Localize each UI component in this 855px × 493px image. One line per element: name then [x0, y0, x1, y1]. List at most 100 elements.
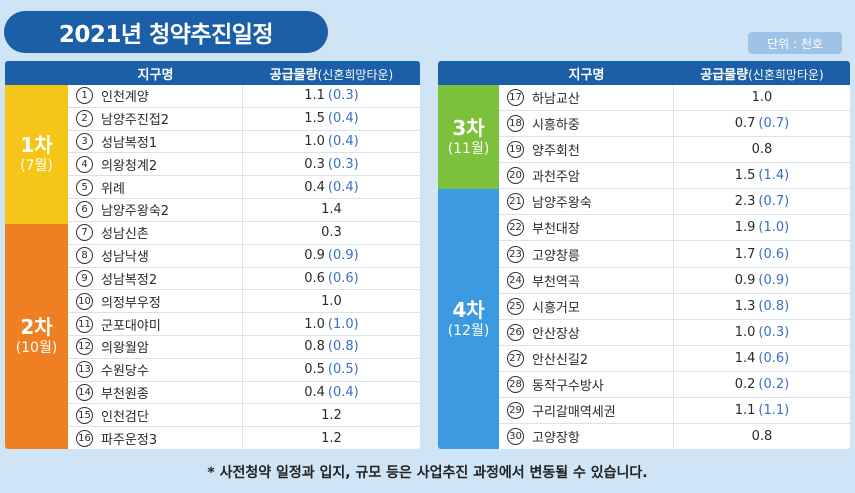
row-number: 13 [76, 361, 93, 379]
row-number: 3 [76, 133, 93, 151]
table-row: 2 남양주진접2 1.5 (0.4) [68, 107, 420, 131]
supply-value: 0.7 [734, 116, 756, 132]
group-3: 3차 (11월) [438, 85, 499, 189]
district-cell: 15 인천검단 [68, 404, 243, 427]
district-name: 양주회천 [532, 144, 580, 160]
supply-value: 1.0 [751, 90, 773, 106]
row-number: 8 [76, 247, 93, 265]
district-name: 의정부우정 [101, 295, 161, 311]
district-cell: 26 안산장상 [499, 319, 674, 345]
newlywed-value: (1.0) [758, 220, 790, 236]
header-district: 지구명 [137, 67, 174, 83]
supply-cell: 1.0 [243, 290, 420, 312]
table-row: 1 인천계양 1.1 (0.3) [68, 85, 420, 108]
district-name: 위례 [101, 181, 125, 197]
supply-cell: 1.0 [674, 85, 850, 110]
table-row: 13 수원당수 0.5 (0.5) [68, 358, 420, 382]
row-number: 29 [507, 401, 524, 419]
row-number: 25 [507, 297, 524, 315]
newlywed-value: (0.5) [327, 362, 359, 378]
district-cell: 27 안산신길2 [499, 345, 674, 371]
group-header-spacer [5, 61, 68, 85]
supply-value: 0.2 [734, 376, 756, 392]
supply-value: 1.5 [734, 168, 756, 184]
district-cell: 1 인천계양 [68, 85, 243, 107]
table-row: 6 남양주왕숙2 1.4 [68, 199, 420, 222]
newlywed-value: (1.1) [758, 402, 790, 418]
group-column: 1차 (7월) 2차 (10월) [5, 61, 68, 449]
district-name: 남양주진접2 [101, 113, 170, 129]
supply-value: 0.9 [304, 248, 325, 264]
district-name: 성남복정1 [101, 136, 158, 152]
row-number: 18 [507, 115, 524, 133]
district-name: 수원당수 [101, 364, 149, 380]
row-number: 17 [507, 89, 524, 107]
group-label: 2차 [20, 315, 53, 340]
row-number: 26 [507, 323, 524, 341]
district-name: 시흥거모 [532, 300, 580, 316]
district-cell: 2 남양주진접2 [68, 107, 243, 130]
district-cell: 29 구리갈매역세권 [499, 397, 674, 424]
newlywed-value: (0.7) [758, 116, 790, 132]
district-cell: 14 부천원종 [68, 381, 243, 404]
newlywed-value: (0.3) [327, 156, 359, 172]
district-name: 부천역곡 [532, 274, 580, 290]
table-row: 3 성남복정1 1.0 (0.4) [68, 130, 420, 154]
table-row: 25 시흥거모 1.3 (0.8) [499, 293, 850, 320]
supply-value: 1.7 [734, 246, 756, 262]
supply-cell: 0.3 [243, 222, 420, 244]
group-month: (12월) [447, 322, 490, 339]
supply-cell: 1.0 (0.4) [243, 131, 420, 153]
supply-value: 0.8 [304, 339, 325, 355]
newlywed-value: (0.4) [327, 134, 359, 150]
supply-cell: 1.2 [243, 404, 420, 426]
supply-cell: 0.4 (0.4) [243, 176, 420, 198]
district-cell: 25 시흥거모 [499, 293, 674, 319]
supply-value: 0.4 [304, 179, 325, 195]
table-row: 8 성남낙생 0.9 (0.9) [68, 244, 420, 268]
row-number: 2 [76, 110, 93, 128]
rows-left: 1 인천계양 1.1 (0.3) 2 남양주진접2 1.5 (0.4) 3 성남복정1 1.0 (0.… [68, 85, 420, 449]
supply-value: 0.5 [304, 362, 325, 378]
district-cell: 10 의정부우정 [68, 290, 243, 313]
newlywed-value: (0.6) [758, 246, 790, 262]
row-number: 21 [507, 193, 524, 211]
header-supply-label: 공급물량 [269, 67, 318, 83]
supply-value: 0.4 [304, 384, 325, 400]
row-number: 30 [507, 428, 524, 446]
newlywed-value: (0.2) [758, 376, 790, 392]
district-name: 안산신길2 [532, 352, 589, 368]
table-row: 28 동작구수방사 0.2 (0.2) [499, 371, 850, 398]
supply-value: 1.0 [734, 324, 756, 340]
district-name: 하남교산 [532, 92, 580, 108]
table-row: 24 부천역곡 0.9 (0.9) [499, 267, 850, 294]
supply-cell: 1.1 (1.1) [674, 398, 850, 423]
supply-cell: 1.1 (0.3) [243, 85, 420, 107]
newlywed-value: (0.4) [327, 384, 359, 400]
supply-value: 1.0 [304, 134, 325, 150]
newlywed-value: (0.4) [327, 111, 359, 127]
table-row: 29 구리갈매역세권 1.1 (1.1) [499, 397, 850, 425]
newlywed-value: (0.3) [758, 324, 790, 340]
newlywed-value: (0.9) [327, 248, 359, 264]
row-number: 9 [76, 269, 93, 287]
supply-value: 1.0 [321, 293, 342, 309]
group-month: (11월) [447, 140, 490, 157]
district-cell: 30 고양장항 [499, 424, 674, 449]
supply-cell: 0.3 (0.3) [243, 153, 420, 175]
supply-cell: 0.9 (0.9) [674, 268, 850, 293]
group-2: 2차 (10월) [5, 224, 68, 449]
table-right: 지구명 공급물량(신혼희망타운) 17 하남교산 1.0 18 시흥하중 0.7 (0.7)… [499, 61, 850, 449]
supply-value: 1.2 [321, 407, 342, 423]
newlywed-value: (0.3) [327, 88, 359, 104]
newlywed-value: (1.0) [327, 316, 359, 332]
newlywed-value: (1.4) [758, 168, 790, 184]
table-row: 22 부천대장 1.9 (1.0) [499, 215, 850, 242]
row-number: 28 [507, 375, 524, 393]
district-cell: 16 파주운정3 [68, 427, 243, 449]
district-name: 부천원종 [101, 386, 149, 402]
group-label: 4차 [452, 297, 485, 322]
supply-value: 0.6 [304, 270, 325, 286]
district-cell: 9 성남복정2 [68, 267, 243, 290]
table-row: 26 안산장상 1.0 (0.3) [499, 319, 850, 346]
